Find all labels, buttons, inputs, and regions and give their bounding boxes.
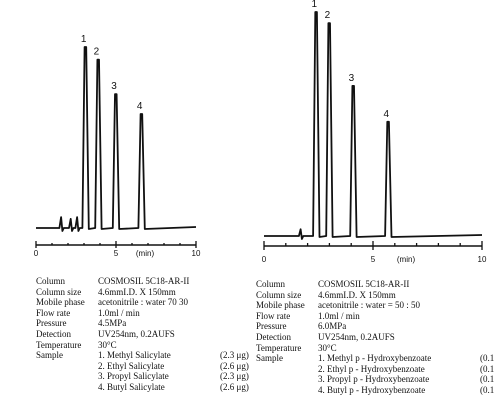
condition-key: Mobile phase — [256, 300, 305, 311]
sample-name: 4. Butyl Salicylate — [98, 381, 165, 392]
sample-list: 2. Ethyl p - Hydroxybenzoate (0.1 μg) 3. … — [318, 364, 497, 396]
sample-amount: (2.3 μg) — [220, 350, 249, 361]
sample-row: Sample 1. Methyl p - Hydroxybenzoate (0.1 … — [256, 353, 497, 364]
condition-row: Column size 4.6mmI.D. X 150mm — [36, 287, 249, 298]
sample-amount: (0.1 μg) — [480, 363, 497, 374]
condition-row: Column COSMOSIL 5C18-AR-II — [36, 276, 249, 287]
condition-value: 4.6mmI.D. X 150mm — [98, 286, 176, 297]
sample-row: 2. Ethyl p - Hydroxybenzoate (0.1 μg) — [318, 364, 497, 375]
condition-key: Flow rate — [36, 307, 71, 318]
condition-row: Pressure 4.5MPa — [36, 318, 249, 329]
sample-amount: (2.6 μg) — [220, 360, 249, 371]
chromatogram-right: 12 3 4 0 5 10 (min) — [262, 0, 487, 264]
sample-name: 1. Methyl p - Hydroxybenzoate — [318, 353, 432, 364]
sample-name: 3. Propyl p - Hydroxybenzoate — [318, 374, 430, 385]
chromatogram-trace — [264, 11, 483, 240]
x-axis-unit-label: (min) — [397, 255, 416, 264]
condition-key: Pressure — [256, 321, 287, 332]
condition-value: UV254nm, 0.2AUFS — [98, 328, 175, 339]
sample-row: Sample 1. Methyl Salicylate (2.3 μg) — [36, 350, 249, 361]
condition-value: 4.5MPa — [98, 318, 127, 329]
condition-key: Column size — [256, 289, 302, 300]
x-axis-unit-label: (min) — [136, 249, 155, 258]
condition-value: COSMOSIL 5C18-AR-II — [318, 279, 410, 289]
condition-key: Mobile phase — [36, 297, 85, 308]
condition-value: 4.6mmI.D. X 150mm — [318, 289, 396, 300]
condition-value: 30°C — [318, 342, 337, 353]
peak-label: 2 — [325, 10, 331, 21]
sample-list: 2. Ethyl Salicylate (2.6 μg) 3. Propyl Sa… — [98, 361, 249, 393]
condition-row: Detection UV254nm, 0.2AUFS — [36, 329, 249, 340]
sample-row: 4. Butyl p - Hydroxybenzoate (0.1 μg) — [318, 385, 497, 396]
x-tick-label: 10 — [192, 249, 201, 258]
peak-label: 3 — [111, 81, 117, 92]
condition-value: 30°C — [98, 339, 117, 350]
condition-row: Flow rate 1.0ml / min — [256, 311, 497, 322]
condition-value: COSMOSIL 5C18-AR-II — [98, 276, 190, 286]
peak-label: 2 — [94, 47, 100, 58]
condition-value: 6.0MPa — [318, 321, 347, 332]
condition-row: Pressure 6.0MPa — [256, 321, 497, 332]
condition-row: Column COSMOSIL 5C18-AR-II — [256, 279, 497, 290]
peak-label: 4 — [137, 101, 143, 112]
conditions-table-right: Column COSMOSIL 5C18-AR-II Column size 4.6… — [256, 279, 497, 396]
chromatogram-panel-left: 1 2 3 4 0 5 10 (min) Column COSMOSIL 5C18-AR-II … — [0, 0, 249, 407]
x-tick-label: 5 — [114, 249, 119, 258]
sample-amount: (2.3 μg) — [220, 371, 249, 382]
sample-key: Sample — [36, 350, 63, 361]
sample-name: 3. Propyl Salicylate — [98, 371, 169, 382]
condition-value: acetonitrile : water 70 30 — [98, 297, 188, 308]
condition-value: UV254nm, 0.2AUFS — [318, 331, 395, 342]
sample-key: Sample — [256, 353, 283, 364]
condition-key: Column — [36, 276, 66, 286]
condition-key: Pressure — [36, 318, 67, 329]
sample-name: 4. Butyl p - Hydroxybenzoate — [318, 384, 426, 395]
sample-row: 3. Propyl Salicylate (2.3 μg) — [98, 371, 249, 382]
peak-label: 3 — [349, 73, 355, 84]
condition-key: Detection — [36, 328, 71, 339]
x-tick-label: 10 — [478, 255, 487, 264]
condition-row: Column size 4.6mmI.D. X 150mm — [256, 290, 497, 301]
condition-value: 1.0ml / min — [318, 310, 360, 321]
sample-amount: (0.1 μg) — [480, 374, 497, 385]
sample-amount: (0.1 μg) — [480, 384, 497, 395]
condition-row: Temperature 30°C — [36, 340, 249, 351]
condition-row: Mobile phase acetonitrile : water = 50 : … — [256, 300, 497, 311]
condition-key: Temperature — [36, 339, 82, 350]
condition-key: Detection — [256, 331, 291, 342]
x-tick-label: 5 — [371, 255, 376, 264]
condition-key: Column size — [36, 286, 82, 297]
sample-name: 2. Ethyl Salicylate — [98, 360, 165, 371]
condition-key: Column — [256, 279, 286, 289]
condition-value: 1.0ml / min — [98, 307, 140, 318]
sample-name: 1. Methyl Salicylate — [98, 350, 171, 361]
sample-row: 3. Propyl p - Hydroxybenzoate (0.1 μg) — [318, 374, 497, 385]
chromatogram-left: 12 3 4 0 5 10 (min) — [34, 34, 201, 258]
x-tick-label: 0 — [262, 255, 267, 264]
sample-amount: (2.6 μg) — [220, 381, 249, 392]
conditions-table-left: Column COSMOSIL 5C18-AR-II Column size 4.6… — [36, 276, 249, 393]
condition-key: Flow rate — [256, 310, 291, 321]
sample-amount: (0.1 μg) — [480, 353, 497, 364]
peak-label: 4 — [384, 109, 390, 120]
chromatogram-panel-right: 1 2 3 4 0 5 10 (min) Column COSMOSIL 5C18-AR-II … — [248, 0, 497, 407]
condition-value: acetonitrile : water = 50 : 50 — [318, 300, 421, 311]
chromatogram-trace — [36, 46, 197, 232]
condition-row: Flow rate 1.0ml / min — [36, 308, 249, 319]
x-tick-label: 0 — [34, 249, 39, 258]
condition-row: Detection UV254nm, 0.2AUFS — [256, 332, 497, 343]
condition-key: Temperature — [256, 342, 302, 353]
sample-row: 4. Butyl Salicylate (2.6 μg) — [98, 382, 249, 393]
peak-label: 1 — [81, 34, 87, 45]
sample-name: 2. Ethyl p - Hydroxybenzoate — [318, 363, 425, 374]
sample-row: 2. Ethyl Salicylate (2.6 μg) — [98, 361, 249, 372]
condition-row: Mobile phase acetonitrile : water 70 30 — [36, 297, 249, 308]
condition-row: Temperature 30°C — [256, 343, 497, 354]
peak-label: 1 — [312, 0, 318, 10]
